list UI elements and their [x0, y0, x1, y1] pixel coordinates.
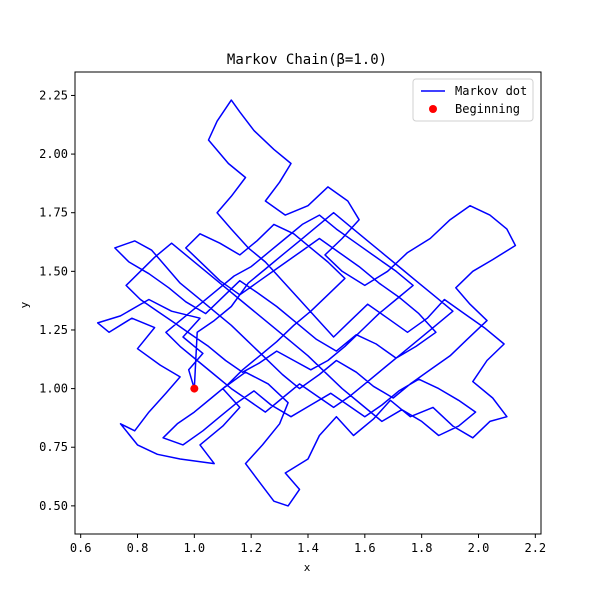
- x-axis-label: x: [304, 561, 311, 574]
- x-tick-label: 2.2: [524, 541, 546, 555]
- legend: Markov dot Beginning: [412, 78, 534, 122]
- y-tick-label: 0.75: [39, 440, 68, 454]
- chart-title: Markov Chain(β=1.0): [227, 52, 387, 68]
- x-tick-label: 1.2: [240, 541, 262, 555]
- y-axis-label: y: [18, 301, 31, 308]
- y-tick-label: 2.00: [39, 147, 68, 161]
- x-tick-label: 0.8: [127, 541, 149, 555]
- legend-box: [412, 78, 534, 122]
- legend-dot-marker: [429, 105, 437, 113]
- beginning-point: [190, 384, 199, 393]
- x-tick-label: 1.6: [354, 541, 376, 555]
- y-tick-label: 0.50: [39, 499, 68, 513]
- x-tick-label: 2.0: [468, 541, 490, 555]
- x-tick-label: 1.4: [297, 541, 319, 555]
- legend-label-beginning: Beginning: [455, 102, 520, 116]
- legend-label-markov-dot: Markov dot: [455, 84, 527, 98]
- x-axis-ticks: 0.6 0.8 1.0 1.2 1.4 1.6 1.8 2.0 2.2: [70, 534, 546, 555]
- plot-area: [96, 99, 517, 507]
- y-tick-label: 2.25: [39, 88, 68, 102]
- y-tick-label: 1.00: [39, 382, 68, 396]
- x-tick-label: 0.6: [70, 541, 92, 555]
- x-tick-label: 1.8: [411, 541, 433, 555]
- x-tick-label: 1.0: [183, 541, 205, 555]
- series-line-markov-dot: [96, 99, 517, 507]
- y-tick-label: 1.75: [39, 206, 68, 220]
- y-tick-label: 1.50: [39, 264, 68, 278]
- y-tick-label: 1.25: [39, 323, 68, 337]
- y-axis-ticks: 0.50 0.75 1.00 1.25 1.50 1.75 2.00 2.25: [39, 88, 75, 513]
